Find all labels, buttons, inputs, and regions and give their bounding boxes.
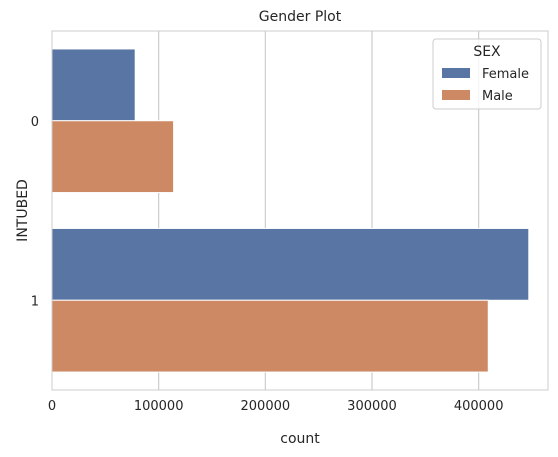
x-tick-label: 200000 <box>241 399 291 414</box>
y-axis-ticks: 01 <box>31 115 39 310</box>
x-axis-label: count <box>280 431 320 447</box>
chart-title: Gender Plot <box>259 9 342 25</box>
plot-frame <box>51 30 549 391</box>
bars <box>51 48 530 373</box>
x-tick-label: 400000 <box>454 399 504 414</box>
x-tick-label: 100000 <box>134 399 184 414</box>
x-tick-label: 300000 <box>347 399 397 414</box>
x-tick-label: 0 <box>48 399 56 414</box>
legend: SEX Female Male <box>432 38 542 110</box>
legend-label-male: Male <box>482 89 513 104</box>
legend-swatch-male <box>442 90 470 100</box>
bar-female-0 <box>51 48 136 122</box>
x-axis-ticks: 0 100000 200000 300000 400000 <box>48 399 504 414</box>
y-axis-label: INTUBED <box>15 179 31 242</box>
y-tick-label: 1 <box>31 294 39 309</box>
bar-male-1 <box>51 299 489 373</box>
bar-male-0 <box>51 120 175 194</box>
legend-items: Female Male <box>442 67 529 104</box>
legend-swatch-female <box>442 68 470 78</box>
bar-female-1 <box>51 227 530 301</box>
legend-label-female: Female <box>482 67 529 82</box>
legend-title: SEX <box>473 44 501 60</box>
y-tick-label: 0 <box>31 115 39 130</box>
